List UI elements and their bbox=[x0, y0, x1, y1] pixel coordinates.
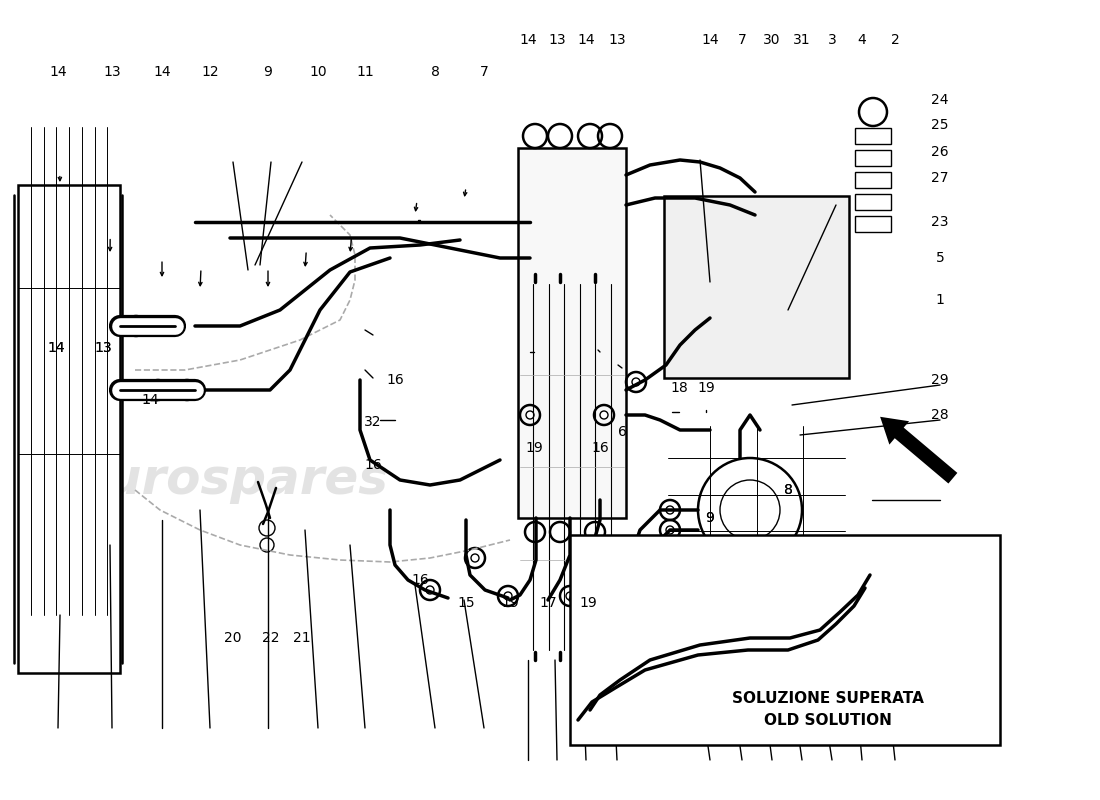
Text: 29: 29 bbox=[932, 373, 949, 387]
Text: 19: 19 bbox=[525, 441, 543, 455]
Bar bbox=[855, 194, 891, 210]
Circle shape bbox=[526, 411, 534, 419]
Text: 8: 8 bbox=[430, 65, 439, 79]
Text: 14: 14 bbox=[141, 393, 158, 407]
Text: 21: 21 bbox=[294, 631, 311, 645]
Bar bbox=[855, 216, 891, 232]
Text: 2: 2 bbox=[891, 33, 900, 47]
Text: 18: 18 bbox=[670, 381, 688, 395]
Text: 30: 30 bbox=[763, 33, 781, 47]
Text: 20: 20 bbox=[224, 631, 242, 645]
Text: 4: 4 bbox=[858, 33, 867, 47]
Text: 14: 14 bbox=[141, 393, 158, 407]
Text: 25: 25 bbox=[932, 118, 948, 132]
Text: eurospares: eurospares bbox=[72, 456, 388, 504]
Text: 14: 14 bbox=[47, 341, 65, 355]
Circle shape bbox=[632, 378, 640, 386]
Circle shape bbox=[698, 458, 802, 562]
Text: 9: 9 bbox=[705, 511, 714, 525]
Text: 7: 7 bbox=[480, 65, 488, 79]
Text: 16: 16 bbox=[364, 458, 382, 472]
Bar bbox=[855, 172, 891, 188]
Text: 8: 8 bbox=[783, 483, 792, 497]
Text: 24: 24 bbox=[932, 93, 948, 107]
Text: 22: 22 bbox=[262, 631, 279, 645]
Text: SOLUZIONE SUPERATA: SOLUZIONE SUPERATA bbox=[733, 691, 924, 706]
Text: 14: 14 bbox=[701, 33, 718, 47]
Text: 14: 14 bbox=[47, 341, 65, 355]
Text: 10: 10 bbox=[309, 65, 327, 79]
Text: 17: 17 bbox=[539, 596, 557, 610]
Text: 7: 7 bbox=[738, 33, 747, 47]
Text: 19: 19 bbox=[502, 596, 519, 610]
Text: 14: 14 bbox=[153, 65, 170, 79]
Text: 11: 11 bbox=[356, 65, 374, 79]
Circle shape bbox=[666, 526, 674, 534]
Text: 15: 15 bbox=[458, 596, 475, 610]
Text: 16: 16 bbox=[386, 373, 404, 387]
Text: 13: 13 bbox=[95, 341, 112, 355]
Circle shape bbox=[578, 705, 598, 725]
Circle shape bbox=[566, 592, 574, 600]
Text: 6: 6 bbox=[617, 425, 626, 439]
Text: 14: 14 bbox=[519, 33, 537, 47]
Circle shape bbox=[854, 568, 878, 592]
Bar bbox=[570, 535, 1000, 745]
Text: 8: 8 bbox=[783, 483, 792, 497]
Text: 14: 14 bbox=[50, 65, 67, 79]
Circle shape bbox=[720, 480, 780, 540]
Text: 14: 14 bbox=[578, 33, 595, 47]
Text: 13: 13 bbox=[95, 341, 112, 355]
Text: 27: 27 bbox=[932, 171, 948, 185]
Circle shape bbox=[154, 386, 162, 394]
Text: 19: 19 bbox=[579, 596, 597, 610]
Circle shape bbox=[666, 506, 674, 514]
Bar bbox=[664, 196, 849, 378]
Bar bbox=[18, 185, 120, 673]
Text: 9: 9 bbox=[264, 65, 273, 79]
Text: 1: 1 bbox=[936, 293, 945, 307]
Bar bbox=[855, 128, 891, 144]
Circle shape bbox=[471, 554, 478, 562]
Text: 26: 26 bbox=[932, 145, 949, 159]
Text: 32: 32 bbox=[364, 415, 382, 429]
Text: 19: 19 bbox=[697, 381, 715, 395]
FancyArrowPatch shape bbox=[880, 417, 957, 483]
Text: 13: 13 bbox=[103, 65, 121, 79]
Text: 12: 12 bbox=[201, 65, 219, 79]
Text: 28: 28 bbox=[932, 408, 949, 422]
Circle shape bbox=[426, 586, 434, 594]
Circle shape bbox=[676, 342, 683, 349]
Text: 23: 23 bbox=[932, 215, 948, 229]
Bar bbox=[518, 148, 626, 518]
Bar bbox=[855, 150, 891, 166]
Text: 16: 16 bbox=[411, 573, 429, 587]
Circle shape bbox=[183, 386, 191, 394]
Text: 9: 9 bbox=[705, 511, 714, 525]
Circle shape bbox=[504, 592, 512, 600]
Circle shape bbox=[132, 322, 140, 330]
Circle shape bbox=[780, 632, 800, 652]
Text: OLD SOLUTION: OLD SOLUTION bbox=[764, 714, 892, 728]
Text: 5: 5 bbox=[936, 251, 945, 265]
Circle shape bbox=[600, 411, 608, 419]
Text: 16: 16 bbox=[591, 441, 609, 455]
Text: eurospares: eurospares bbox=[572, 536, 888, 584]
Text: 13: 13 bbox=[608, 33, 626, 47]
Text: 3: 3 bbox=[827, 33, 836, 47]
Text: 13: 13 bbox=[548, 33, 565, 47]
Text: 31: 31 bbox=[793, 33, 811, 47]
